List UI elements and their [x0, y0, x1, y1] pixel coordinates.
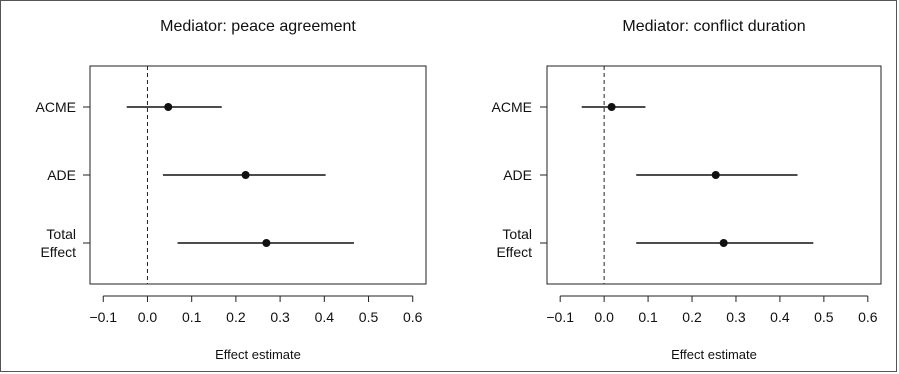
- x-tick-label: 0.1: [638, 309, 658, 325]
- y-tick-label: ADE: [503, 167, 532, 183]
- y-tick-label: Total: [502, 226, 532, 242]
- y-tick-label: Total: [46, 226, 76, 242]
- x-axis-label: Effect estimate: [215, 347, 301, 362]
- x-tick-label: −0.1: [546, 309, 574, 325]
- x-tick-label: 0.4: [770, 309, 790, 325]
- y-tick-label: ADE: [47, 167, 76, 183]
- point-estimate: [241, 171, 250, 179]
- x-tick-label: −0.1: [89, 309, 117, 325]
- x-tick-label: 0.2: [682, 309, 702, 325]
- y-tick-label: ACME: [36, 99, 76, 115]
- point-estimate: [607, 103, 616, 111]
- chart-title: Mediator: peace agreement: [160, 18, 356, 35]
- chart-title: Mediator: conflict duration: [622, 18, 805, 35]
- x-tick-label: 0.5: [814, 309, 834, 325]
- point-estimate: [262, 239, 271, 247]
- y-tick-label: Effect: [40, 244, 76, 260]
- x-tick-label: 0.0: [594, 309, 614, 325]
- point-estimate: [711, 171, 720, 179]
- x-tick-label: 0.0: [138, 309, 158, 325]
- x-tick-label: 0.6: [858, 309, 878, 325]
- point-estimate: [164, 103, 173, 111]
- x-tick-label: 0.3: [270, 309, 290, 325]
- x-tick-label: 0.6: [403, 309, 423, 325]
- x-tick-label: 0.3: [726, 309, 746, 325]
- x-tick-label: 0.5: [359, 309, 379, 325]
- y-tick-label: Effect: [496, 244, 532, 260]
- x-tick-label: 0.4: [315, 309, 335, 325]
- x-tick-label: 0.1: [182, 309, 202, 325]
- y-tick-label: ACME: [492, 99, 532, 115]
- x-axis-label: Effect estimate: [671, 347, 757, 362]
- point-estimate: [719, 239, 728, 247]
- x-tick-label: 0.2: [226, 309, 246, 325]
